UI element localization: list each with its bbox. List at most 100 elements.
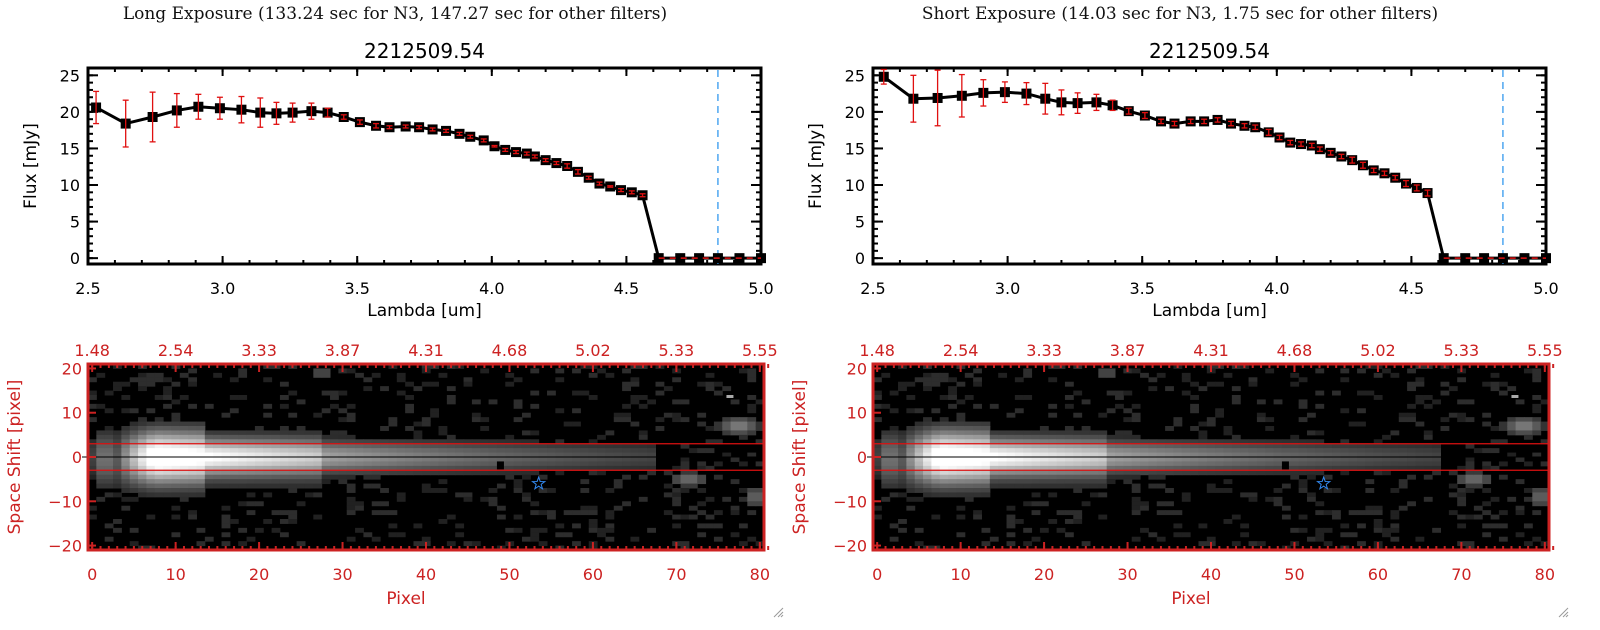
image-pixel (254, 501, 264, 507)
x-tick-label: 30 (1117, 565, 1137, 584)
data-point-marker (694, 253, 705, 264)
image-pixel (672, 496, 682, 502)
image-pixel (889, 479, 899, 485)
image-pixel (1081, 501, 1091, 507)
resize-grip-icon[interactable] (1557, 606, 1569, 618)
image-pixel (271, 457, 281, 462)
image-pixel (1073, 412, 1083, 418)
x-tick-label: 20 (1034, 565, 1054, 584)
image-pixel (1165, 386, 1174, 392)
image-pixel (948, 457, 957, 462)
image-pixel (1306, 448, 1316, 454)
image-pixel (396, 443, 406, 449)
image-pixel (948, 483, 957, 489)
image-pixel (355, 470, 364, 476)
image-pixel (346, 496, 356, 502)
image-pixel (939, 474, 949, 480)
image-pixel (914, 421, 924, 427)
top-wavelength-label: 4.68 (1277, 341, 1313, 360)
image-pixel (438, 470, 448, 476)
image-pixel (956, 448, 966, 454)
image-pixel (1281, 461, 1291, 467)
y-tick-label: 20 (60, 103, 80, 122)
image-pixel (1115, 390, 1124, 396)
image-pixel (939, 483, 949, 489)
image-pixel (163, 465, 172, 471)
image-pixel (279, 470, 289, 476)
image-pixel (898, 457, 907, 462)
image-pixel (1465, 417, 1475, 423)
image-pixel (1540, 496, 1550, 502)
image-pixel (1173, 532, 1183, 538)
image-pixel (948, 488, 957, 493)
image-pixel (505, 461, 515, 467)
image-pixel (455, 448, 465, 454)
image-pixel (171, 452, 181, 458)
image-pixel (1039, 430, 1049, 436)
image-pixel (738, 430, 748, 436)
image-pixel (1031, 536, 1041, 542)
image-pixel (755, 426, 765, 431)
image-pixel (547, 488, 556, 493)
image-pixel (104, 452, 114, 458)
image-pixel (1131, 461, 1141, 467)
image-pixel (304, 474, 314, 480)
image-pixel (726, 395, 734, 398)
image-pixel (355, 443, 364, 449)
image-pixel (463, 381, 473, 387)
image-pixel (196, 465, 206, 471)
image-pixel (1398, 483, 1408, 489)
image-pixel (296, 430, 306, 436)
image-pixel (1465, 545, 1475, 551)
image-pixel (747, 452, 757, 458)
image-pixel (188, 483, 197, 489)
image-pixel (1357, 541, 1366, 547)
image-pixel (1148, 448, 1158, 454)
y-axis-label: Flux [mJy] (21, 123, 41, 209)
image-pixel (346, 443, 356, 449)
image-pixel (1089, 443, 1099, 449)
image-pixel (555, 457, 565, 462)
image-pixel (1206, 448, 1216, 454)
image-pixel (321, 372, 331, 378)
image-pixel (1407, 443, 1416, 449)
image-pixel (722, 417, 732, 423)
image-pixel (998, 439, 1008, 445)
image-pixel (1181, 492, 1191, 498)
image-pixel (1006, 505, 1016, 511)
image-pixel (914, 483, 924, 489)
image-pixel (288, 474, 298, 480)
image-pixel (1039, 434, 1049, 440)
image-pixel (1148, 452, 1158, 458)
image-pixel (296, 501, 306, 507)
image-pixel (1231, 470, 1241, 476)
image-pixel (446, 434, 456, 440)
image-pixel (138, 448, 147, 454)
image-pixel (688, 483, 698, 489)
image-pixel (1181, 443, 1191, 449)
image-pixel (1523, 523, 1533, 529)
image-pixel (923, 443, 932, 449)
image-pixel (1023, 465, 1033, 471)
image-pixel (1340, 465, 1350, 471)
image-pixel (471, 452, 481, 458)
image-pixel (288, 412, 298, 418)
image-pixel (1515, 430, 1525, 436)
image-pixel (254, 434, 264, 440)
image-pixel (355, 452, 364, 458)
image-pixel (179, 421, 189, 427)
image-pixel (755, 439, 765, 445)
image-pixel (138, 483, 147, 489)
image-pixel (1281, 443, 1291, 449)
image-pixel (213, 483, 223, 489)
resize-grip-icon[interactable] (772, 606, 784, 618)
image-pixel (1106, 470, 1116, 476)
image-pixel (1081, 426, 1091, 431)
image-pixel (1473, 470, 1483, 476)
image-pixel (613, 457, 623, 462)
image-pixel (1523, 488, 1533, 493)
image-pixel (914, 470, 924, 476)
image-pixel (196, 430, 206, 436)
image-pixel (1056, 434, 1066, 440)
image-pixel (238, 483, 248, 489)
